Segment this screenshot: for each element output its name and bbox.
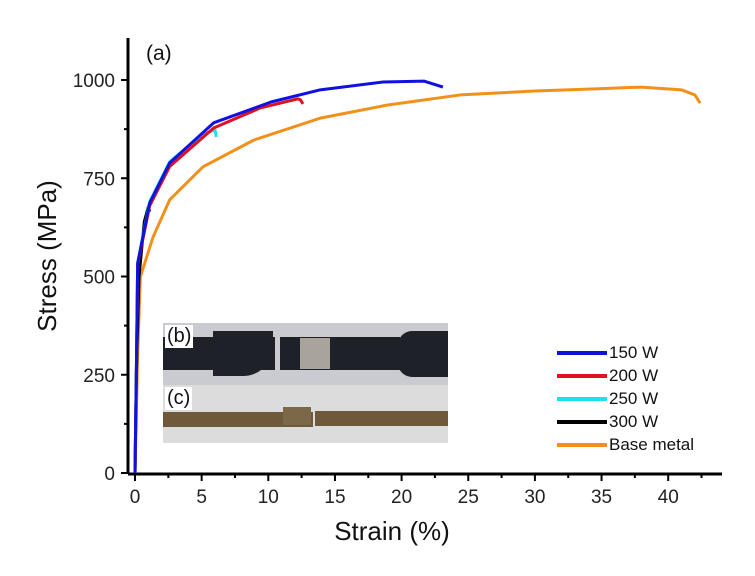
series-line-150-w bbox=[133, 79, 444, 474]
x-tick-label: 25 bbox=[458, 487, 479, 508]
legend-item: 200 W bbox=[557, 366, 658, 386]
inset-label-b: (b) bbox=[165, 325, 194, 348]
inset-photo-c: (c) bbox=[163, 385, 448, 443]
y-tick-label: 500 bbox=[83, 268, 115, 289]
x-tick-label: 10 bbox=[258, 487, 279, 508]
legend-item: 150 W bbox=[557, 343, 658, 363]
legend-label: 300 W bbox=[609, 412, 659, 431]
x-tick-label: 20 bbox=[391, 487, 412, 508]
legend-label: Base metal bbox=[609, 435, 695, 454]
legend-swatch bbox=[557, 351, 607, 355]
x-tick-label: 30 bbox=[524, 487, 545, 508]
y-tick-label: 750 bbox=[83, 169, 115, 190]
legend-swatch bbox=[557, 443, 607, 447]
inset-photo-b: (b) bbox=[163, 323, 448, 385]
legend-label: 250 W bbox=[609, 389, 659, 408]
legend-label: 200 W bbox=[609, 366, 659, 385]
legend-label: 150 W bbox=[609, 343, 659, 362]
legend-swatch bbox=[557, 397, 607, 401]
legend-item: 300 W bbox=[557, 412, 658, 432]
x-axis-label: Strain (%) bbox=[334, 516, 450, 546]
x-tick-label: 35 bbox=[591, 487, 612, 508]
y-tick-label: 1000 bbox=[73, 71, 115, 92]
x-tick-label: 40 bbox=[658, 487, 679, 508]
y-axis-label: Stress (MPa) bbox=[32, 180, 62, 332]
legend-item: Base metal bbox=[557, 435, 694, 455]
x-tick-label: 15 bbox=[324, 487, 345, 508]
x-tick-label: 5 bbox=[196, 487, 207, 508]
x-tick-label: 0 bbox=[130, 487, 141, 508]
legend-swatch bbox=[557, 374, 607, 378]
y-tick-label: 0 bbox=[104, 464, 115, 485]
series-line-base-metal bbox=[133, 85, 702, 474]
legend-item: 250 W bbox=[557, 389, 658, 409]
inset-label-c: (c) bbox=[165, 387, 193, 410]
panel-label: (a) bbox=[146, 42, 172, 65]
legend-swatch bbox=[557, 420, 607, 424]
y-tick-label: 250 bbox=[83, 366, 115, 387]
